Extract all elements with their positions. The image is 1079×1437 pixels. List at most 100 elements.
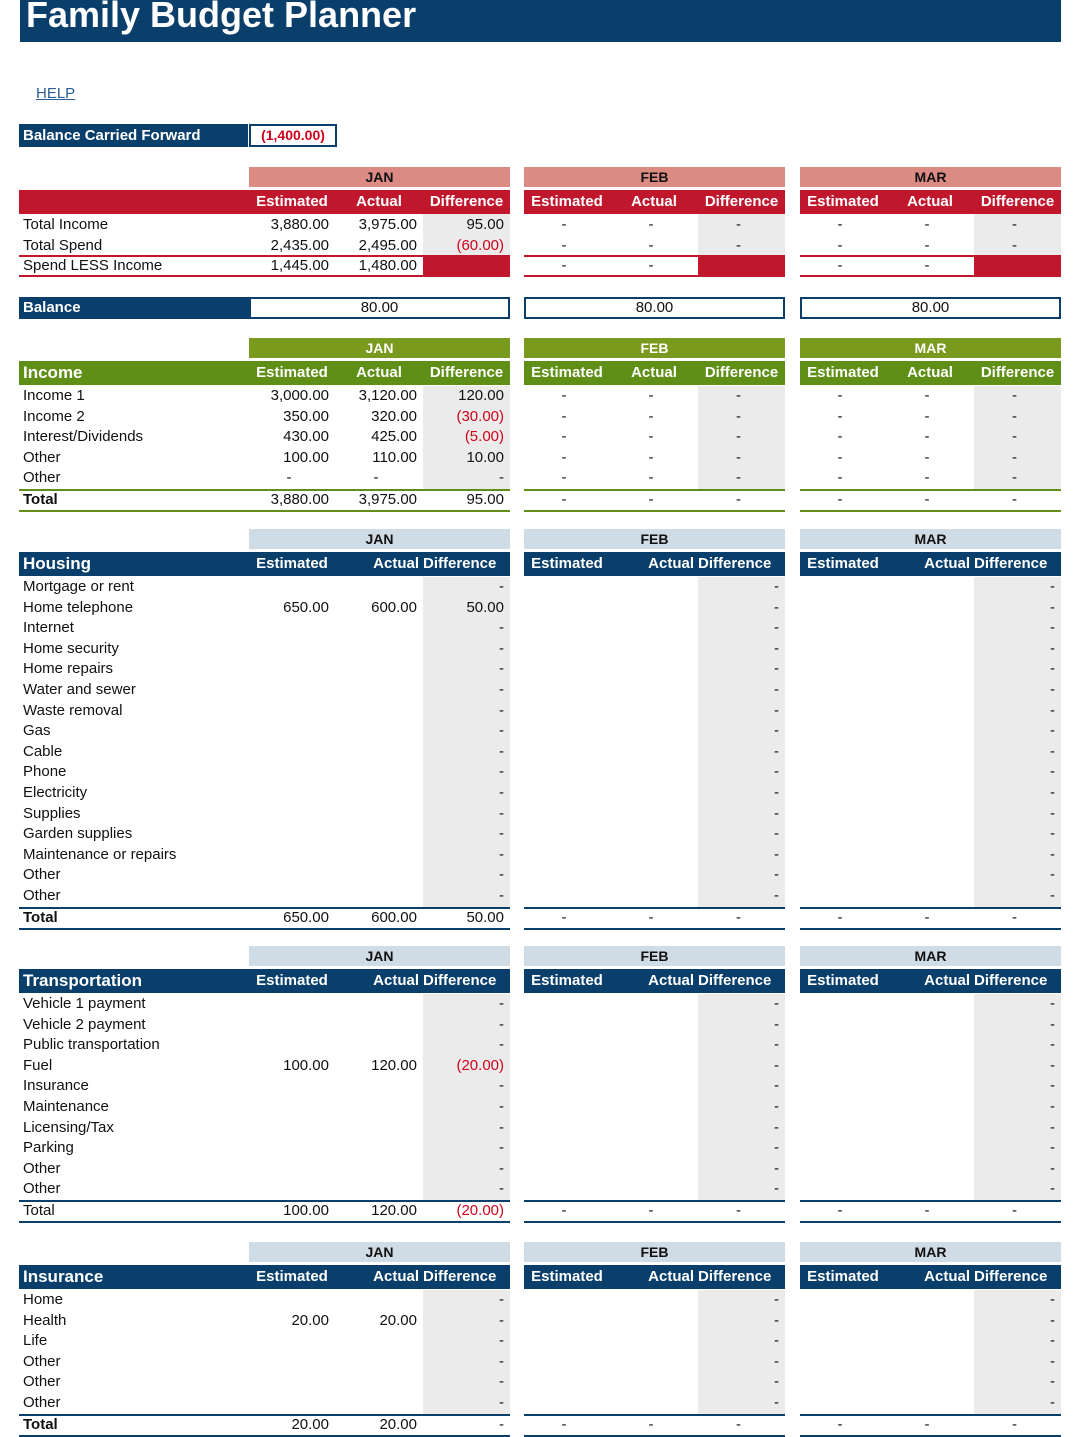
housing-cell[interactable] [800,721,880,741]
housing-cell[interactable] [249,824,329,844]
transportation-total-cell[interactable]: - [736,1202,741,1219]
housing-total-cell[interactable]: - [1012,909,1017,926]
transportation-cell[interactable]: - [1050,1016,1055,1033]
housing-cell[interactable]: - [1050,660,1055,677]
housing-cell[interactable] [335,824,417,844]
housing-cell[interactable] [249,659,329,679]
income-cell[interactable]: 110.00 [372,449,417,466]
insurance-cell[interactable] [800,1352,880,1372]
transportation-cell[interactable] [335,1159,417,1179]
housing-cell[interactable] [249,865,329,885]
insurance-cell[interactable]: 20.00 [379,1312,417,1329]
summary-cell[interactable]: - [924,216,930,233]
housing-cell[interactable] [886,577,968,597]
income-cell[interactable]: - [924,449,930,466]
income-cell[interactable]: - [1012,387,1017,404]
transportation-cell[interactable] [800,1118,880,1138]
insurance-cell[interactable] [249,1372,329,1392]
insurance-cell[interactable] [524,1290,604,1310]
housing-cell[interactable]: - [1050,640,1055,657]
housing-cell[interactable] [800,804,880,824]
summary-cell[interactable]: 2,435.00 [270,237,329,254]
housing-cell[interactable] [249,742,329,762]
housing-cell[interactable] [335,804,417,824]
transportation-cell[interactable] [886,1159,968,1179]
insurance-cell[interactable] [610,1352,692,1372]
insurance-cell[interactable] [335,1393,417,1413]
insurance-cell[interactable] [610,1331,692,1351]
housing-cell[interactable]: - [499,887,504,904]
housing-cell[interactable] [249,721,329,741]
insurance-total-cell[interactable]: - [924,1416,930,1433]
housing-cell[interactable]: - [774,866,779,883]
housing-cell[interactable] [249,762,329,782]
transportation-cell[interactable] [335,994,417,1014]
summary-cell[interactable]: 3,880.00 [270,216,329,233]
income-cell[interactable]: - [286,469,292,486]
insurance-cell[interactable]: - [1050,1373,1055,1390]
summary-cell[interactable]: 3,975.00 [358,216,417,233]
transportation-cell[interactable]: - [499,995,504,1012]
insurance-cell[interactable] [249,1331,329,1351]
transportation-cell[interactable]: - [1050,1036,1055,1053]
income-cell[interactable]: - [648,469,654,486]
housing-cell[interactable]: - [1050,866,1055,883]
insurance-cell[interactable]: - [499,1373,504,1390]
income-cell[interactable]: 430.00 [283,428,329,445]
insurance-cell[interactable]: - [499,1394,504,1411]
insurance-cell[interactable]: - [1050,1332,1055,1349]
insurance-cell[interactable] [249,1352,329,1372]
insurance-cell[interactable] [249,1290,329,1310]
transportation-cell[interactable]: 100.00 [283,1057,329,1074]
housing-cell[interactable]: - [499,660,504,677]
housing-cell[interactable]: - [774,681,779,698]
housing-cell[interactable] [524,783,604,803]
housing-cell[interactable] [524,865,604,885]
income-cell[interactable]: 100.00 [283,449,329,466]
transportation-cell[interactable] [886,1118,968,1138]
insurance-cell[interactable] [610,1393,692,1413]
housing-cell[interactable]: - [774,743,779,760]
summary-cell[interactable]: - [736,216,741,233]
housing-cell[interactable] [524,639,604,659]
transportation-total-cell[interactable]: 120.00 [371,1202,417,1219]
transportation-cell[interactable] [524,1179,604,1199]
housing-cell[interactable]: - [774,578,779,595]
housing-cell[interactable] [800,845,880,865]
housing-cell[interactable]: - [1050,599,1055,616]
summary-cell[interactable]: (60.00) [456,237,504,254]
insurance-cell[interactable]: - [499,1353,504,1370]
income-cell[interactable]: 3,120.00 [358,387,417,404]
income-cell[interactable]: - [373,469,379,486]
insurance-cell[interactable]: - [1050,1312,1055,1329]
summary-cell[interactable]: 2,495.00 [358,237,417,254]
insurance-cell[interactable] [524,1311,604,1331]
transportation-cell[interactable] [249,1076,329,1096]
housing-cell[interactable] [249,639,329,659]
housing-total-cell[interactable]: - [648,909,654,926]
transportation-cell[interactable]: - [499,1016,504,1033]
transportation-cell[interactable]: - [774,995,779,1012]
transportation-cell[interactable] [800,1159,880,1179]
transportation-cell[interactable] [249,1179,329,1199]
housing-cell[interactable]: - [499,681,504,698]
transportation-cell[interactable] [610,1097,692,1117]
transportation-total-cell[interactable]: - [1012,1202,1017,1219]
housing-cell[interactable]: - [1050,578,1055,595]
insurance-cell[interactable]: 20.00 [291,1312,329,1329]
transportation-cell[interactable] [886,1015,968,1035]
housing-cell[interactable] [335,845,417,865]
transportation-cell[interactable] [524,1015,604,1035]
housing-cell[interactable]: - [1050,763,1055,780]
insurance-cell[interactable]: - [774,1373,779,1390]
summary-cell[interactable]: - [561,257,567,274]
transportation-cell[interactable] [800,1035,880,1055]
housing-cell[interactable] [524,701,604,721]
transportation-cell[interactable] [524,1035,604,1055]
income-cell[interactable]: - [837,387,843,404]
housing-cell[interactable] [335,721,417,741]
balance-value-jan[interactable]: 80.00 [249,297,510,319]
income-cell[interactable]: - [924,408,930,425]
summary-cell[interactable]: - [924,257,930,274]
insurance-total-cell[interactable]: - [561,1416,567,1433]
